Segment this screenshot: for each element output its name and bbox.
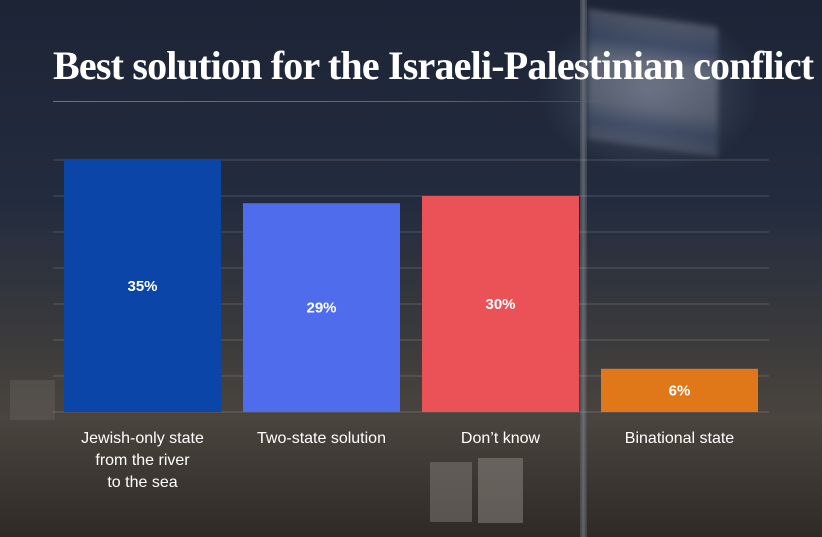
flagpole-image: [580, 0, 587, 537]
scenery-block: [430, 462, 472, 522]
bar: [64, 160, 221, 412]
bar: [601, 368, 758, 412]
category-label: Binational state: [625, 430, 735, 447]
data-label: 6%: [669, 382, 691, 399]
scenery-block: [478, 458, 523, 523]
category-label: from the river: [95, 452, 190, 469]
data-label: 30%: [485, 296, 515, 313]
data-label: 29%: [306, 300, 336, 317]
chart-title: Best solution for the Israeli-Palestinia…: [53, 43, 814, 88]
scenery-block: [10, 380, 55, 420]
category-label: to the sea: [107, 474, 177, 491]
title-underline: [53, 101, 609, 102]
category-label: Don’t know: [461, 430, 541, 447]
bar: [422, 196, 579, 412]
category-label: Jewish-only state: [81, 430, 204, 447]
category-label: Two-state solution: [257, 430, 386, 447]
bar: [243, 203, 400, 412]
data-label: 35%: [127, 278, 157, 295]
